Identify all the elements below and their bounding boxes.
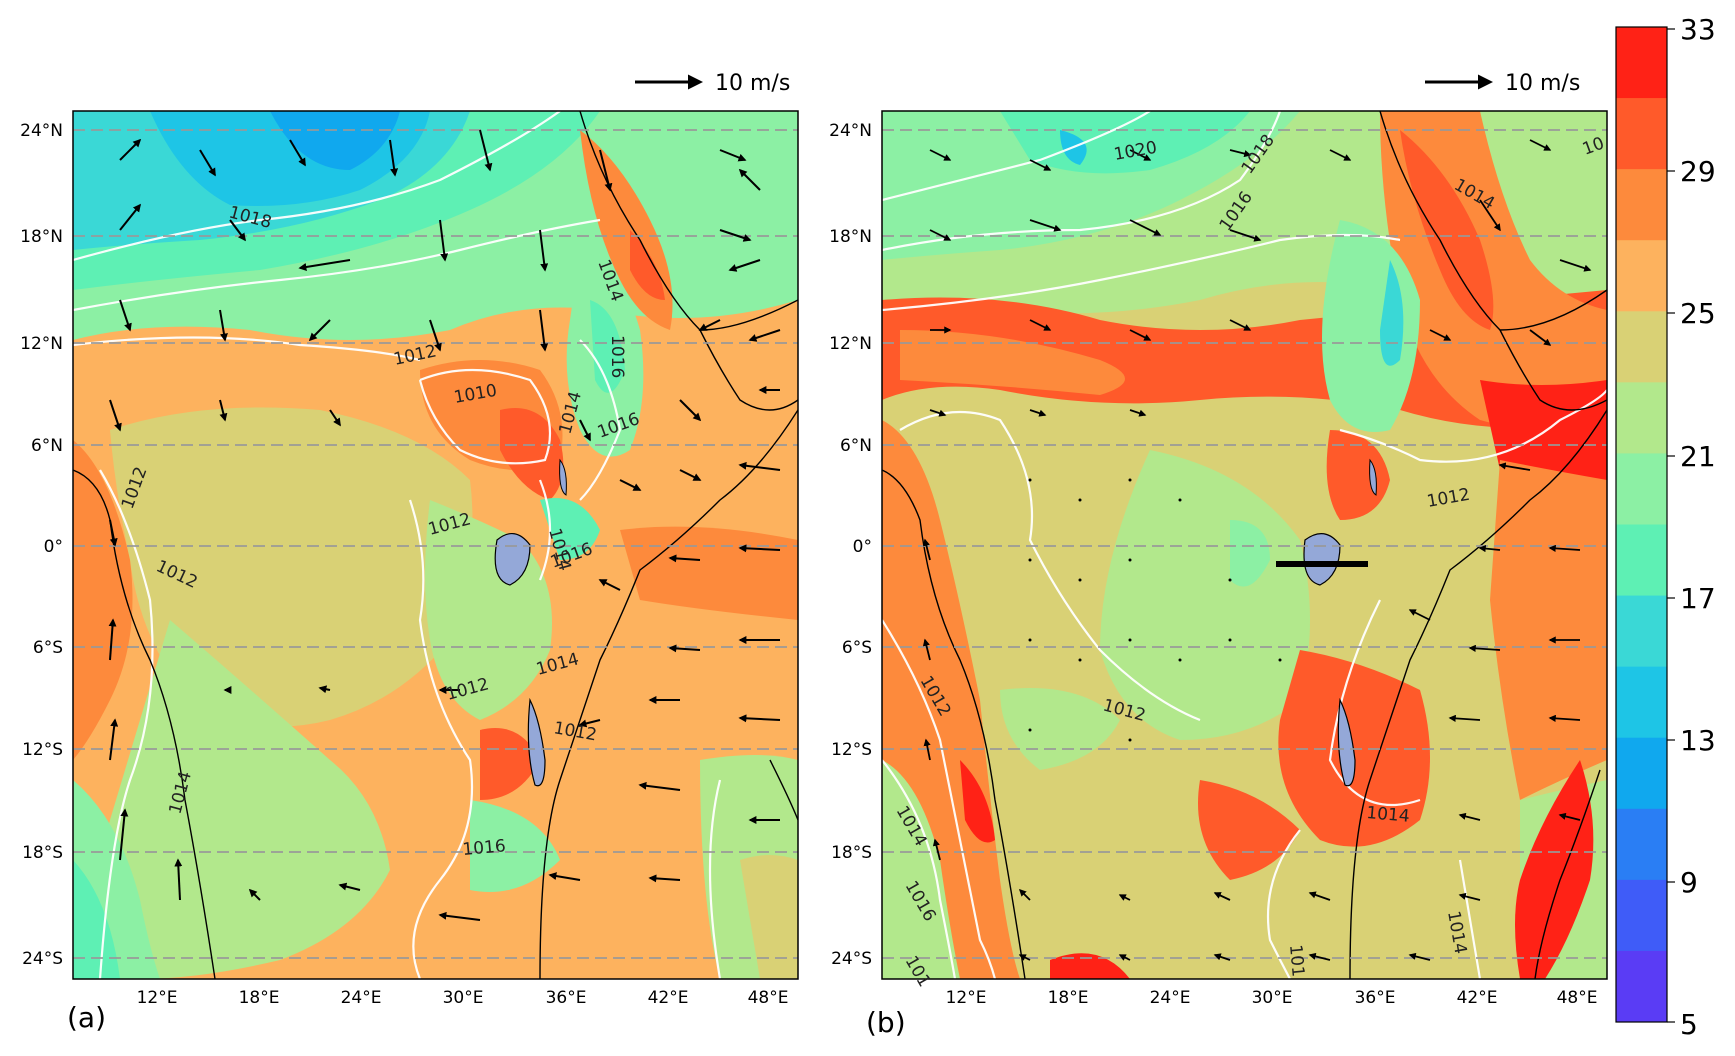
lat-tick: 18°S [831, 843, 872, 863]
lon-tick: 36°E [1355, 988, 1396, 1008]
colorbar-cell [1616, 169, 1667, 241]
panel-b-label: (b) [866, 1006, 906, 1039]
colorbar-cell [1616, 98, 1667, 170]
lat-tick: 24°S [22, 949, 63, 969]
contour-label: 101 [1285, 944, 1308, 978]
panel-b-frame [881, 110, 1608, 980]
colorbar-cell [1616, 240, 1667, 312]
colorbar-cell [1616, 879, 1667, 952]
lat-tick: 24°N [829, 121, 872, 141]
lon-tick: 24°E [1150, 988, 1191, 1008]
contour-label: 1016 [462, 836, 507, 860]
colorbar-cell [1616, 453, 1667, 525]
panel-a-frame [72, 110, 799, 980]
lat-tick: 18°S [22, 843, 63, 863]
lat-tick: 12°S [831, 740, 872, 760]
contour-label: 1014 [1366, 803, 1411, 827]
panel-b: 1020 1018 1016 1014 1012 1012 1012 1014 … [829, 71, 1608, 1039]
panel-b-lat-ticks: 24°N 18°N 12°N 6°N 0° 6°S 12°S 18°S 24°S [829, 121, 872, 969]
colorbar-tick: 29 [1680, 155, 1716, 188]
colorbar-tick: 25 [1680, 297, 1716, 330]
panel-a-reference-label: 10 m/s [715, 71, 790, 96]
lon-tick: 48°E [1557, 988, 1598, 1008]
contour-label: 1016 [607, 335, 627, 378]
colorbar-cell [1616, 524, 1667, 597]
colorbar-cells [1616, 27, 1667, 1023]
lat-tick: 12°S [22, 740, 63, 760]
lon-tick: 42°E [648, 988, 689, 1008]
lon-tick: 18°E [239, 988, 280, 1008]
colorbar-ticks: 33 29 25 21 17 13 9 5 [1680, 13, 1716, 1041]
colorbar-tick: 21 [1680, 440, 1716, 473]
colorbar-cell [1616, 808, 1667, 881]
lat-tick: 6°S [33, 638, 63, 658]
colorbar-tick: 13 [1680, 724, 1716, 757]
panel-b-lon-ticks: 12°E 18°E 24°E 30°E 36°E 42°E 48°E [946, 988, 1598, 1008]
lat-tick: 6°N [31, 436, 63, 456]
colorbar-cell [1616, 311, 1667, 383]
colorbar-tick: 33 [1680, 13, 1716, 46]
lat-tick: 18°N [829, 227, 872, 247]
colorbar-tick: 5 [1680, 1008, 1698, 1041]
lon-tick: 42°E [1457, 988, 1498, 1008]
lon-tick: 12°E [946, 988, 987, 1008]
colorbar-cell [1616, 950, 1667, 1023]
lon-tick: 36°E [546, 988, 587, 1008]
panel-a-map [73, 111, 798, 979]
lat-tick: 6°S [842, 638, 872, 658]
panel-a: 1018 1012 1010 1014 1016 1012 1012 1012 … [20, 71, 799, 1034]
lat-tick: 0° [853, 537, 872, 557]
lon-tick: 12°E [137, 988, 178, 1008]
colorbar-cell [1616, 666, 1667, 739]
lat-tick: 24°S [831, 949, 872, 969]
colorbar-tick: 17 [1680, 582, 1716, 615]
colorbar: 33 29 25 21 17 13 9 5 [1615, 13, 1716, 1041]
lat-tick: 18°N [20, 227, 63, 247]
lon-tick: 48°E [748, 988, 789, 1008]
colorbar-cell [1616, 27, 1667, 99]
lon-tick: 24°E [341, 988, 382, 1008]
colorbar-cell [1616, 595, 1667, 668]
colorbar-cell [1616, 737, 1667, 810]
colorbar-tick: 9 [1680, 866, 1698, 899]
lat-tick: 24°N [20, 121, 63, 141]
panel-a-lon-ticks: 12°E 18°E 24°E 30°E 36°E 42°E 48°E [137, 988, 789, 1008]
panel-a-label: (a) [67, 1001, 106, 1034]
panel-b-map [882, 111, 1607, 979]
lat-tick: 12°N [829, 334, 872, 354]
colorbar-cell [1616, 382, 1667, 454]
colorbar-frame [1615, 26, 1668, 1023]
lat-tick: 12°N [20, 334, 63, 354]
lon-tick: 30°E [1252, 988, 1293, 1008]
lon-tick: 30°E [443, 988, 484, 1008]
lat-tick: 0° [44, 537, 63, 557]
lon-tick: 18°E [1048, 988, 1089, 1008]
panel-b-reference-label: 10 m/s [1505, 71, 1580, 96]
panel-a-lat-ticks: 24°N 18°N 12°N 6°N 0° 6°S 12°S 18°S 24°S [20, 121, 63, 969]
lat-tick: 6°N [840, 436, 872, 456]
